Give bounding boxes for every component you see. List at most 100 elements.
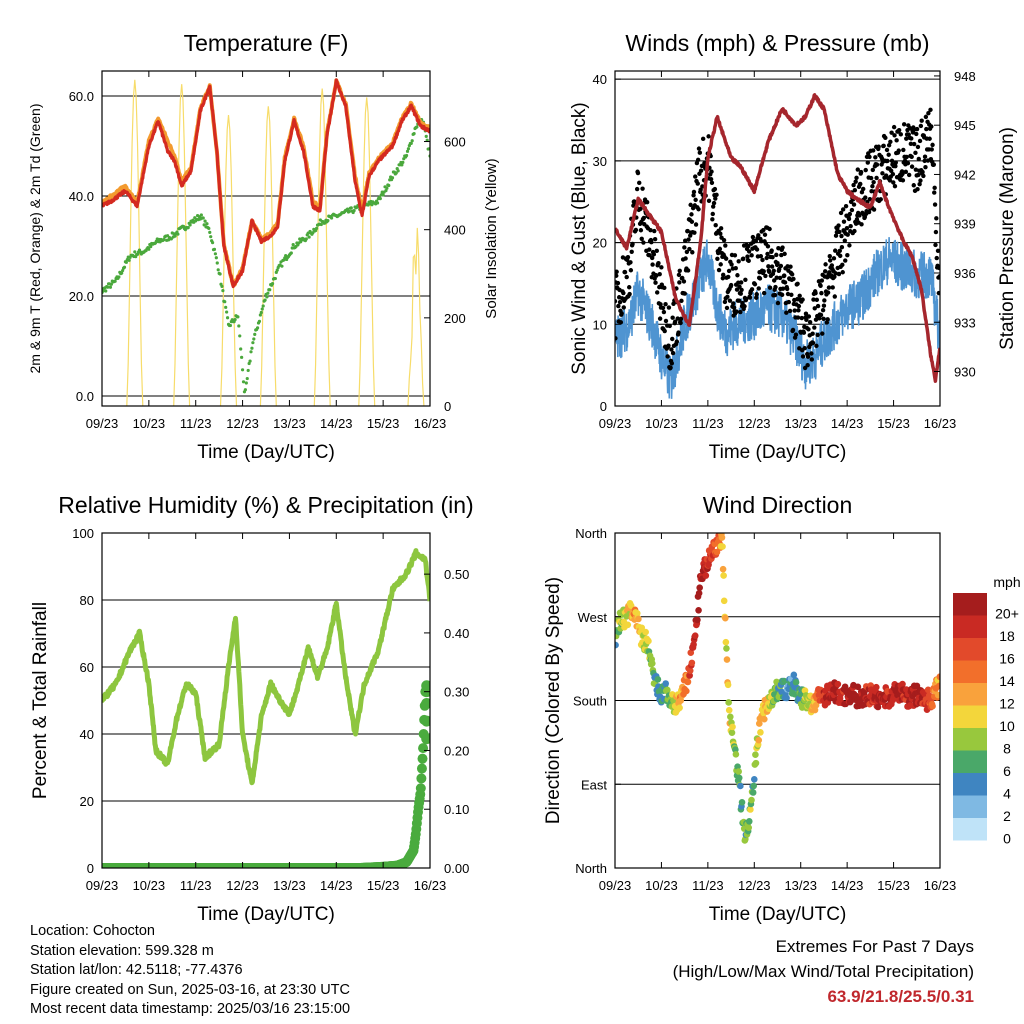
gust-point <box>754 292 759 297</box>
wind-direction-point <box>752 759 760 767</box>
precipitation-point <box>417 753 428 764</box>
dewpoint-point <box>304 237 308 241</box>
wind-direction-point <box>834 680 842 688</box>
dewpoint-point <box>424 134 428 138</box>
dewpoint-point <box>241 380 246 384</box>
station-pressure-line <box>615 93 940 383</box>
x-tick-label: 15/23 <box>877 878 910 893</box>
gust-point <box>679 298 684 304</box>
gust-point <box>628 260 633 265</box>
wind-direction-point <box>790 671 798 679</box>
gust-point <box>796 303 802 309</box>
gust-point <box>914 126 920 132</box>
wind-direction-point <box>924 686 932 694</box>
gust-point <box>627 291 632 297</box>
gust-point <box>745 254 750 259</box>
gust-point <box>780 245 785 250</box>
x-tick-label: 14/23 <box>320 416 353 431</box>
gust-point <box>654 273 659 278</box>
gust-point <box>886 143 892 148</box>
dewpoint-point <box>213 252 217 256</box>
gust-point <box>663 318 669 324</box>
dewpoint-point <box>268 288 272 292</box>
gust-point <box>710 217 715 222</box>
gust-point <box>871 179 876 185</box>
legend-swatch <box>953 818 987 841</box>
gust-point <box>898 132 904 137</box>
gust-point <box>933 229 939 235</box>
gust-point <box>638 206 643 212</box>
x-tick-label: 12/23 <box>738 878 771 893</box>
dewpoint-point <box>228 323 232 328</box>
y-tick-label: 60 <box>80 660 94 675</box>
gust-point <box>838 253 843 259</box>
dewpoint-point <box>202 223 206 227</box>
gust-point <box>723 243 728 248</box>
gust-point <box>744 296 749 302</box>
precipitation-point <box>415 783 426 794</box>
gust-point <box>847 211 853 217</box>
y-tick-label: West <box>578 610 608 625</box>
gust-point <box>830 285 835 290</box>
dewpoint-point <box>120 271 124 275</box>
gust-point <box>779 292 785 297</box>
dewpoint-point <box>104 289 108 293</box>
gust-point <box>905 161 911 166</box>
dewpoint-point <box>352 209 356 213</box>
gust-point <box>901 122 907 127</box>
gust-point <box>846 216 852 222</box>
gust-point <box>909 136 914 141</box>
gust-point <box>787 308 793 314</box>
gust-point <box>651 252 657 257</box>
gust-point <box>923 164 928 170</box>
temperature-2m-line <box>102 78 430 289</box>
gust-point <box>638 228 644 233</box>
gust-point <box>888 139 893 144</box>
gust-point <box>851 182 856 188</box>
gust-point <box>823 262 828 267</box>
gust-point <box>810 340 816 346</box>
x-tick-label: 09/23 <box>86 416 119 431</box>
y-tick-label-right: 200 <box>444 311 466 326</box>
gust-point <box>909 154 914 159</box>
wind-direction-point <box>899 680 906 688</box>
gust-point <box>843 203 849 209</box>
x-tick-label: 16/23 <box>414 416 447 431</box>
gust-point <box>852 228 857 234</box>
gust-point <box>902 158 908 164</box>
dewpoint-point <box>257 319 262 323</box>
gust-point <box>731 305 737 310</box>
gust-point <box>819 290 824 296</box>
y-axis-label: Percent & Total Rainfall <box>30 602 51 799</box>
gust-point <box>821 303 827 308</box>
gust-point <box>900 178 906 183</box>
x-tick-label: 16/23 <box>924 878 957 893</box>
gust-point <box>790 327 796 333</box>
dewpoint-point <box>102 289 105 293</box>
solar-insolation-line <box>219 115 238 406</box>
gust-point <box>639 236 644 241</box>
gust-point <box>700 136 706 142</box>
gust-point <box>800 297 805 302</box>
gust-point <box>871 148 876 153</box>
wind-direction-point <box>935 682 940 690</box>
wind-direction-point <box>719 565 727 573</box>
gust-point <box>624 274 629 280</box>
wind-direction-point <box>725 706 733 714</box>
x-tick-label: 12/23 <box>226 416 259 431</box>
dewpoint-point <box>216 268 220 272</box>
y-tick-label: 40 <box>593 72 607 87</box>
relative-humidity-line <box>102 548 430 786</box>
y-tick-label: 20 <box>80 794 94 809</box>
extremes-title: Extremes For Past 7 Days <box>775 937 974 956</box>
chart-title: Winds (mph) & Pressure (mb) <box>625 30 929 56</box>
dewpoint-point <box>127 258 131 262</box>
gust-point <box>695 181 700 186</box>
dewpoint-point <box>375 201 380 205</box>
gust-point <box>696 207 701 212</box>
gust-point <box>765 244 771 249</box>
gust-point <box>896 127 902 133</box>
gust-point <box>820 331 825 336</box>
legend-label: 12 <box>999 695 1015 711</box>
gust-point <box>763 273 768 279</box>
